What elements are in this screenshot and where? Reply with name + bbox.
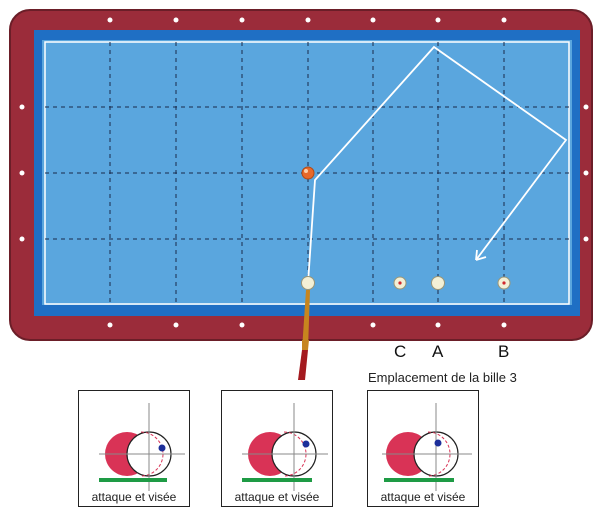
trajectory-arrowhead bbox=[475, 249, 487, 261]
aim-diagram-3 bbox=[382, 403, 472, 491]
cue-stick bbox=[302, 290, 310, 345]
ball-trajectory bbox=[307, 45, 568, 284]
aim-panel-3: attaque et visée bbox=[367, 390, 479, 507]
ball-position-a bbox=[431, 276, 445, 290]
rail-diamonds bbox=[19, 17, 589, 328]
object-ball bbox=[301, 166, 315, 180]
ball-position-b bbox=[497, 276, 511, 290]
position-label-a: A bbox=[432, 342, 444, 361]
position-label-b: B bbox=[498, 342, 510, 361]
spin-dot bbox=[158, 444, 166, 452]
ball-position-c bbox=[393, 276, 407, 290]
cue-ball bbox=[301, 276, 315, 290]
ball-3-caption: Emplacement de la bille 3 bbox=[368, 370, 517, 385]
cue-stick-butt bbox=[298, 340, 309, 380]
spin-dot bbox=[434, 439, 442, 447]
aim-panel-2: attaque et visée bbox=[221, 390, 333, 507]
billiard-table bbox=[9, 9, 593, 345]
aim-panel-1: attaque et visée bbox=[78, 390, 190, 507]
position-label-c: C bbox=[394, 342, 407, 361]
aim-panel-label: attaque et visée bbox=[234, 490, 320, 504]
spin-dot bbox=[302, 440, 310, 448]
aim-diagram-2 bbox=[242, 403, 328, 491]
aim-panel-label: attaque et visée bbox=[91, 490, 177, 504]
aim-panel-label: attaque et visée bbox=[380, 490, 466, 504]
aim-diagram-1 bbox=[99, 403, 185, 491]
